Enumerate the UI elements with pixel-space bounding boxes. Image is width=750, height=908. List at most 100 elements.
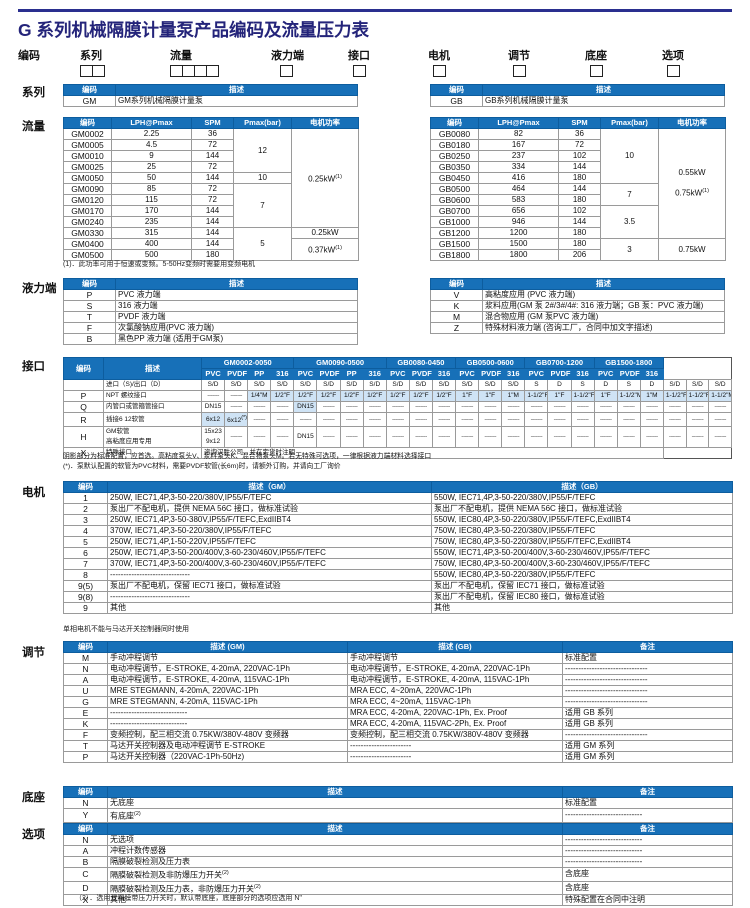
code-boxes-series[interactable] <box>80 65 105 77</box>
cell-desc-gb: 550W, IEC80,4P,3-50-220/380V,IP55/F/TEFC… <box>431 514 733 526</box>
cell-code: GB <box>430 95 483 107</box>
cell-value: 1/2"F <box>431 390 457 402</box>
cell-code: GB1000 <box>430 216 479 228</box>
cell-value: DN15 <box>293 401 318 413</box>
dash-mark: ------- <box>622 403 635 410</box>
cell-code: GB0250 <box>430 150 479 162</box>
cell-value: ------- <box>685 411 710 428</box>
motor-note: 单相电机不能与马达开关控制器同时使用 <box>63 626 189 633</box>
cell-desc: GM系列机械隔膜计量泵 <box>115 95 358 107</box>
table-row: 4 370W, IEC71,4P,3-50-220/380V,IP55/F/TEF… <box>63 525 733 537</box>
col-group: GB0700-1200 <box>524 357 595 369</box>
dash-mark: ------- <box>530 415 543 423</box>
code-box[interactable] <box>280 65 293 77</box>
code-boxes-adjust[interactable] <box>513 65 530 77</box>
cell-pmax: 7 <box>233 183 292 228</box>
code-box[interactable] <box>92 65 105 77</box>
cell-value: ------- <box>478 411 503 428</box>
table-row: GM0330 315 144 5 0.25kW <box>63 227 359 261</box>
code-box[interactable] <box>590 65 603 77</box>
cell-code: P <box>63 289 116 301</box>
cell-value: 6x12(*) <box>224 411 249 428</box>
cell-value: ------- <box>708 401 732 413</box>
cell-value: 1"F <box>547 390 572 402</box>
cell-lph: 334 <box>478 161 559 173</box>
col-code: 编码 <box>63 84 116 96</box>
col-material: PVC <box>455 368 480 380</box>
code-boxes-interface[interactable] <box>353 65 370 77</box>
cell-desc-gm: 泵出厂不配电机，保留 IEC71 接口，做标准试验 <box>107 580 432 592</box>
cell-desc-gb: MRA ECC, 4~20mA, 220VAC-1Ph <box>347 685 563 697</box>
cell-code: GM0010 <box>63 150 112 162</box>
cell-code: B <box>63 333 116 345</box>
code-boxes-motor[interactable] <box>433 65 450 77</box>
cell-spm: 180 <box>558 227 601 239</box>
table-liquid-end: 编码 描述 V 高粘度应用 (PVC 液力端) K 浆料应用(GM 泵 2#/3#/4#:… <box>430 278 725 334</box>
cell-value: ------- <box>339 401 364 413</box>
code-box[interactable] <box>353 65 366 77</box>
cell-desc-gm: 手动冲程调节 <box>107 652 348 664</box>
cell-desc-gb: 750W, IEC80,4P,3-50-200/400V,3-60-230/46… <box>431 558 733 570</box>
dash-mark: ------- <box>461 403 473 410</box>
dash-mark: ------- <box>230 433 242 441</box>
table-row: 9(5) 泵出厂不配电机，保留 IEC71 接口，做标准试验 泵出厂不配电机，保留 … <box>63 580 733 592</box>
table-liquid-end: 编码 描述 P PVC 液力端 S 316 液力端 T PVDF 液力端 F 次氯酸钠应用(PVC… <box>63 278 358 345</box>
code-field-label: 液力端 <box>271 50 304 62</box>
col-code: 编码 <box>63 481 108 493</box>
cell-lph: 115 <box>111 194 192 206</box>
dash-mark: ------- <box>530 403 543 410</box>
cell-remark: ----------------------------- <box>562 834 733 846</box>
cell-spm: 180 <box>558 172 601 184</box>
cell-code: P <box>63 390 104 402</box>
interface-notes: 阴影部分为标准配置，应首选。高粘度泵头V、浆料泵头K、混合物泵头M。若无特殊可选… <box>63 452 431 472</box>
dash-mark: ------- <box>368 433 381 441</box>
cell-remark: ------------------------------- <box>562 685 733 697</box>
cell-value: ------- <box>639 411 664 428</box>
cell-spm: 206 <box>558 249 601 261</box>
cell-sd: S/D <box>455 379 480 391</box>
code-box[interactable] <box>433 65 446 77</box>
cell-value: ------- <box>662 411 687 428</box>
cell-value: ------- <box>501 411 526 428</box>
cell-value: ------- <box>408 426 433 449</box>
col-power: 电机功率 <box>291 117 359 129</box>
table-row: V 高粘度应用 (PVC 液力端) <box>430 289 725 301</box>
cell-spm: 72 <box>191 161 234 173</box>
dash-mark: ------- <box>392 415 404 423</box>
cell-code: GB0080 <box>430 128 479 140</box>
cell-value: ------- <box>547 426 572 449</box>
cell-code: Q <box>63 401 104 413</box>
cell-value: ------- <box>270 401 295 413</box>
dash-mark: ------- <box>668 415 681 423</box>
col-material: PP <box>339 368 364 380</box>
dash-mark: ------- <box>507 433 520 441</box>
code-box[interactable] <box>667 65 680 77</box>
code-field-adjust: 调节 <box>508 47 530 77</box>
cell-desc-gb: 750W, IEC80,4P,3-50-220/380V,IP55/F/TEFC <box>431 525 733 537</box>
code-boxes-base[interactable] <box>590 65 607 77</box>
code-field-label: 调节 <box>508 50 530 62</box>
flow-note: (1)．此功率可用于恒速或变频。5-50Hz变频时需要用变频电机 <box>63 261 256 268</box>
cell-spm: 144 <box>191 172 234 184</box>
table-row: N 无底座 标准配置 <box>63 797 733 809</box>
col-remark: 备注 <box>562 641 733 653</box>
table-row: GB0350 334 144 <box>430 161 726 173</box>
col-desc: 描述 <box>103 357 202 380</box>
code-box[interactable] <box>206 65 219 77</box>
code-boxes-option[interactable] <box>667 65 684 77</box>
cell-power: 0.75kW <box>658 238 726 261</box>
code-strip-prefix-label: 编码 <box>18 50 40 62</box>
code-field-liquid-end: 液力端 <box>271 47 304 77</box>
cell-sd: S/D <box>431 379 457 391</box>
cell-value: 1"F <box>478 390 503 402</box>
code-field-series: 系列 <box>80 47 105 77</box>
col-code: 编码 <box>430 117 479 129</box>
code-box[interactable] <box>513 65 526 77</box>
code-boxes-flow[interactable] <box>170 65 219 77</box>
dash-mark: ------- <box>392 433 404 441</box>
table-row: GB0080 82 36 10 0.55kW 0.75kW(1) <box>430 128 726 239</box>
cell-special-text: 咨询汉胜公司，并在定货时注明 <box>201 447 664 460</box>
table-row: GB0250 237 102 <box>430 150 726 162</box>
cell-code: B <box>63 856 108 868</box>
code-boxes-liquid-end[interactable] <box>280 65 304 77</box>
